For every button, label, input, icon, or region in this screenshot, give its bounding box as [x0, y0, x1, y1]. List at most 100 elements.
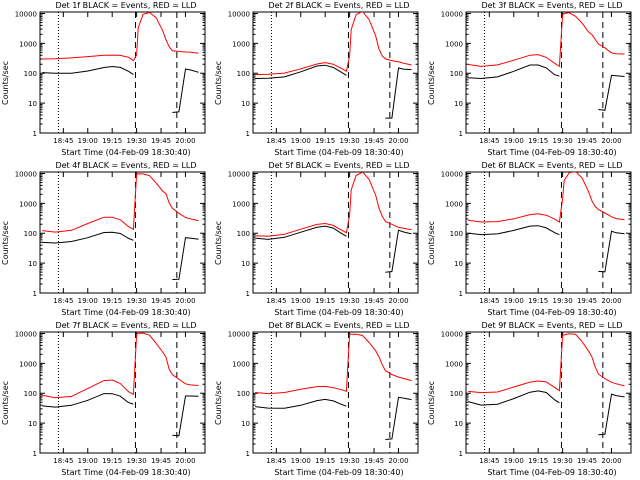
- x-tick-label: 18:45: [53, 137, 73, 145]
- y-tick-label: 10: [241, 260, 250, 268]
- y-tick-label: 100: [450, 230, 463, 238]
- x-tick-label: 19:15: [102, 297, 122, 305]
- y-tick-label: 100: [24, 390, 37, 398]
- events-series-line: [468, 390, 625, 436]
- y-axis-label: Counts/sec: [427, 380, 436, 425]
- x-tick-label: 20:00: [601, 297, 621, 305]
- x-tick-label: 20:00: [175, 457, 195, 465]
- x-tick-label: 19:15: [528, 297, 548, 305]
- x-tick-label: 19:45: [364, 297, 384, 305]
- plot-frame: [465, 11, 632, 134]
- plot-frame: [465, 331, 632, 454]
- plot-frame: [39, 11, 206, 134]
- lld-series-line: [42, 12, 199, 62]
- x-tick-label: 19:15: [528, 457, 548, 465]
- y-tick-label: 1000: [445, 40, 463, 48]
- y-tick-label: 10000: [441, 170, 463, 178]
- x-tick-label: 19:30: [127, 297, 147, 305]
- x-axis-label: Start Time (04-Feb-09 18:30:40): [487, 148, 617, 157]
- x-tick-label: 20:00: [601, 137, 621, 145]
- panel-plot: 1 10 100 1000 10000 18:45 19:00 19:15 19:30 19:45…: [228, 170, 419, 305]
- y-axis-label: Counts/sec: [214, 380, 223, 425]
- detector-panel: 1 10 100 1000 10000 18:45 19:00 19:15 19:30 19:45…: [213, 160, 426, 320]
- panel-plot: 1 10 100 1000 10000 18:45 19:00 19:15 19:30 19:45…: [228, 330, 419, 465]
- x-tick-label: 19:45: [364, 137, 384, 145]
- y-tick-label: 10000: [15, 10, 37, 18]
- x-tick-label: 19:45: [151, 137, 171, 145]
- panel-plot: 1 10 100 1000 10000 18:45 19:00 19:15 19:30 19:45…: [441, 330, 632, 465]
- y-tick-label: 100: [237, 390, 250, 398]
- plot-frame: [252, 11, 419, 134]
- x-tick-label: 19:30: [553, 297, 573, 305]
- x-axis-label: Start Time (04-Feb-09 18:30:40): [274, 468, 404, 477]
- detector-panel: 1 10 100 1000 10000 18:45 19:00 19:15 19:30 19:45…: [426, 160, 639, 320]
- x-tick-label: 19:15: [315, 457, 335, 465]
- y-axis-label: Counts/sec: [427, 220, 436, 265]
- x-tick-label: 19:30: [340, 457, 360, 465]
- detector-panel: 1 10 100 1000 10000 18:45 19:00 19:15 19:30 19:45…: [213, 320, 426, 480]
- x-tick-label: 19:00: [504, 137, 524, 145]
- y-tick-label: 100: [450, 70, 463, 78]
- y-tick-label: 10: [241, 420, 250, 428]
- x-tick-label: 19:15: [102, 457, 122, 465]
- y-tick-label: 1: [459, 290, 463, 298]
- panel-plot: 1 10 100 1000 10000 18:45 19:00 19:15 19:30 19:45…: [441, 170, 632, 305]
- plot-frame: [39, 331, 206, 454]
- x-axis-label: Start Time (04-Feb-09 18:30:40): [61, 468, 191, 477]
- lld-series-line: [255, 333, 412, 395]
- x-tick-label: 19:15: [102, 137, 122, 145]
- y-tick-label: 1000: [232, 200, 250, 208]
- panel-plot: 1 10 100 1000 10000 18:45 19:00 19:15 19:30 19:45…: [15, 170, 206, 305]
- x-tick-label: 19:15: [315, 297, 335, 305]
- x-axis-label: Start Time (04-Feb-09 18:30:40): [487, 308, 617, 317]
- events-series-line: [42, 231, 199, 280]
- panel-title: Det 8f BLACK = Events, RED = LLD: [268, 321, 410, 330]
- y-tick-label: 10: [28, 260, 37, 268]
- y-tick-label: 1000: [445, 360, 463, 368]
- x-tick-label: 19:30: [127, 457, 147, 465]
- y-tick-label: 1000: [232, 360, 250, 368]
- y-tick-label: 1: [246, 450, 250, 458]
- events-series-line: [468, 225, 625, 273]
- y-tick-label: 10000: [228, 10, 250, 18]
- x-tick-label: 19:00: [504, 297, 524, 305]
- panel-plot: 1 10 100 1000 10000 18:45 19:00 19:15 19:30 19:45…: [228, 10, 419, 145]
- plot-frame: [39, 171, 206, 294]
- panel-title: Det 5f BLACK = Events, RED = LLD: [268, 161, 410, 170]
- x-axis-label: Start Time (04-Feb-09 18:30:40): [61, 148, 191, 157]
- y-tick-label: 100: [24, 70, 37, 78]
- y-tick-label: 10: [454, 420, 463, 428]
- x-tick-label: 20:00: [388, 297, 408, 305]
- lld-series-line: [468, 333, 625, 394]
- y-tick-label: 10000: [15, 330, 37, 338]
- x-tick-label: 19:45: [577, 457, 597, 465]
- plot-frame: [252, 331, 419, 454]
- y-tick-label: 1000: [19, 40, 37, 48]
- y-tick-label: 100: [24, 230, 37, 238]
- events-series-line: [255, 225, 412, 273]
- x-tick-label: 19:00: [504, 457, 524, 465]
- lld-series-line: [42, 173, 199, 233]
- y-axis-label: Counts/sec: [1, 380, 10, 425]
- x-axis-label: Start Time (04-Feb-09 18:30:40): [274, 148, 404, 157]
- x-tick-label: 19:30: [340, 297, 360, 305]
- lld-series-line: [255, 172, 412, 237]
- y-tick-label: 10: [454, 260, 463, 268]
- y-tick-label: 10000: [441, 330, 463, 338]
- panel-title: Det 3f BLACK = Events, RED = LLD: [481, 1, 623, 10]
- x-tick-label: 20:00: [388, 457, 408, 465]
- lld-series-line: [468, 12, 625, 68]
- x-tick-label: 18:45: [479, 137, 499, 145]
- y-tick-label: 1: [459, 130, 463, 138]
- lld-series-line: [255, 12, 412, 76]
- y-tick-label: 10: [28, 100, 37, 108]
- y-tick-label: 100: [237, 230, 250, 238]
- x-tick-label: 18:45: [479, 297, 499, 305]
- x-tick-label: 19:45: [151, 457, 171, 465]
- x-tick-label: 19:30: [127, 137, 147, 145]
- x-tick-label: 19:00: [291, 457, 311, 465]
- panel-title: Det 7f BLACK = Events, RED = LLD: [55, 321, 197, 330]
- x-tick-label: 19:45: [151, 297, 171, 305]
- x-axis-label: Start Time (04-Feb-09 18:30:40): [61, 308, 191, 317]
